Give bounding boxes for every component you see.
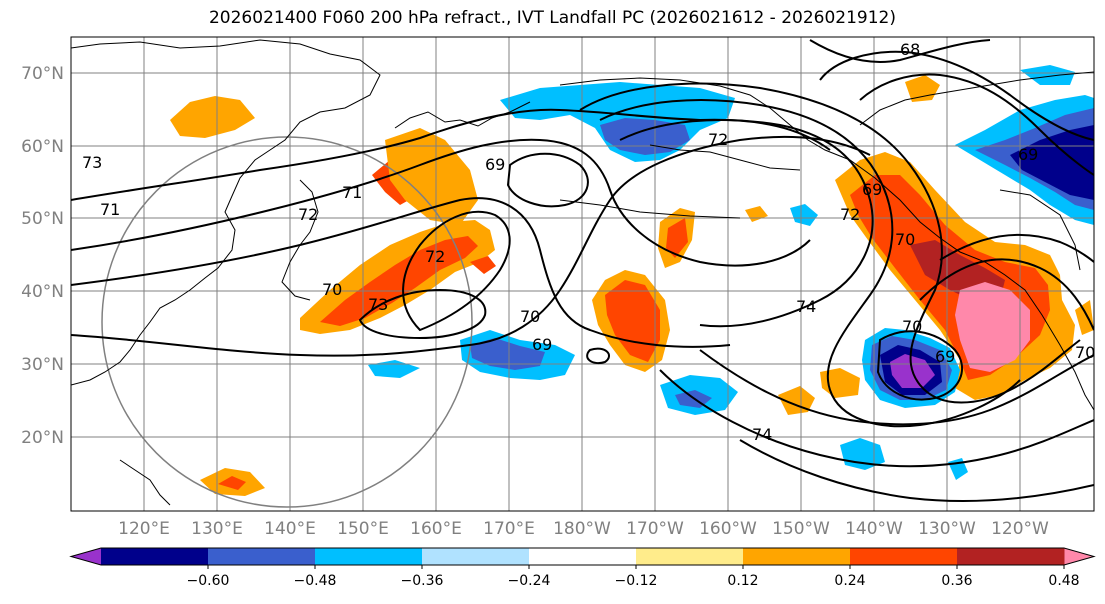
colorbar-tick-label: −0.36 (401, 573, 444, 589)
colorbar-bin (315, 548, 423, 565)
lon-label: 120°W (991, 519, 1049, 539)
lon-label: 170°E (483, 519, 535, 539)
lat-label: 70°N (21, 64, 64, 84)
contour-label: 69 (485, 155, 505, 174)
lon-label: 130°W (918, 519, 976, 539)
contour-label: 69 (1018, 145, 1038, 164)
colorbar-bin (1063, 548, 1094, 565)
contour-label: 73 (368, 295, 388, 314)
lat-label: 50°N (21, 209, 64, 229)
colorbar-bin (850, 548, 958, 565)
lon-label: 140°E (264, 519, 316, 539)
colorbar-bin (957, 548, 1065, 565)
contour-label: 73 (82, 153, 102, 172)
latitude-labels: 70°N 60°N 50°N 40°N 30°N 20°N (21, 64, 64, 448)
lon-label: 160°W (699, 519, 757, 539)
contour-label: 69 (862, 180, 882, 199)
contour-label: 72 (708, 130, 728, 149)
colorbar-bin (529, 548, 637, 565)
colorbar-tick-label: −0.60 (187, 573, 230, 589)
contour-label: 70 (322, 280, 342, 299)
colorbar-tick-label: 0.48 (1048, 573, 1079, 589)
colorbar-bin (636, 548, 744, 565)
colorbar-outline (69, 547, 1096, 566)
lat-label: 40°N (21, 282, 64, 302)
colorbar-bin (422, 548, 530, 565)
colorbar-tick-label: 0.24 (834, 573, 865, 589)
contour-label: 72 (298, 205, 318, 224)
colorbar: −0.60 −0.48 −0.36 −0.24 −0.12 0.12 0.24 0.36 0.4… (69, 547, 1096, 589)
contour-label: 70 (902, 317, 922, 336)
lat-label: 60°N (21, 137, 64, 157)
lon-label: 140°W (845, 519, 903, 539)
lon-label: 150°W (772, 519, 830, 539)
contour-label: 69 (935, 347, 955, 366)
colorbar-tick-label: −0.12 (615, 573, 658, 589)
contour-label: 72 (425, 247, 445, 266)
colorbar-tick-label: −0.48 (294, 573, 337, 589)
contour-label: 72 (840, 205, 860, 224)
colorbar-tick-label: −0.24 (508, 573, 551, 589)
longitude-labels: 120°E 130°E 140°E 150°E 160°E 170°E 180°… (118, 519, 1049, 539)
contour-label: 70 (1075, 343, 1095, 362)
map-frame (70, 36, 1095, 512)
lon-label: 180°W (553, 519, 611, 539)
lon-label: 170°W (626, 519, 684, 539)
lon-label: 160°E (410, 519, 462, 539)
contours (71, 39, 1094, 503)
colorbar-bin (101, 548, 209, 565)
contour-label: 70 (895, 230, 915, 249)
contour-label: 68 (900, 40, 920, 59)
coastlines (71, 39, 1094, 506)
contour-label: 74 (752, 425, 772, 444)
graticule (71, 37, 1094, 511)
contour-label: 71 (342, 183, 362, 202)
contour-labels: 68 73 71 71 72 69 72 70 73 70 69 69 70 7… (82, 40, 1095, 444)
contour-label: 74 (796, 297, 816, 316)
map-panel: 68 73 71 71 72 69 72 70 73 70 69 69 70 7… (71, 37, 1095, 511)
colorbar-bin (743, 548, 851, 565)
lat-label: 20°N (21, 428, 64, 448)
lon-label: 150°E (337, 519, 389, 539)
contour-label: 70 (520, 307, 540, 326)
contour-label: 71 (100, 200, 120, 219)
colorbar-bin (208, 548, 316, 565)
colorbar-tick-label: 0.36 (941, 573, 972, 589)
lon-label: 130°E (191, 519, 243, 539)
colorbar-bin (71, 548, 102, 565)
contour-label: 69 (532, 335, 552, 354)
colorbar-tick-label: 0.12 (727, 573, 758, 589)
map-title: 2026021400 F060 200 hPa refract., IVT La… (208, 8, 896, 28)
lon-label: 120°E (118, 519, 170, 539)
lat-label: 30°N (21, 355, 64, 375)
